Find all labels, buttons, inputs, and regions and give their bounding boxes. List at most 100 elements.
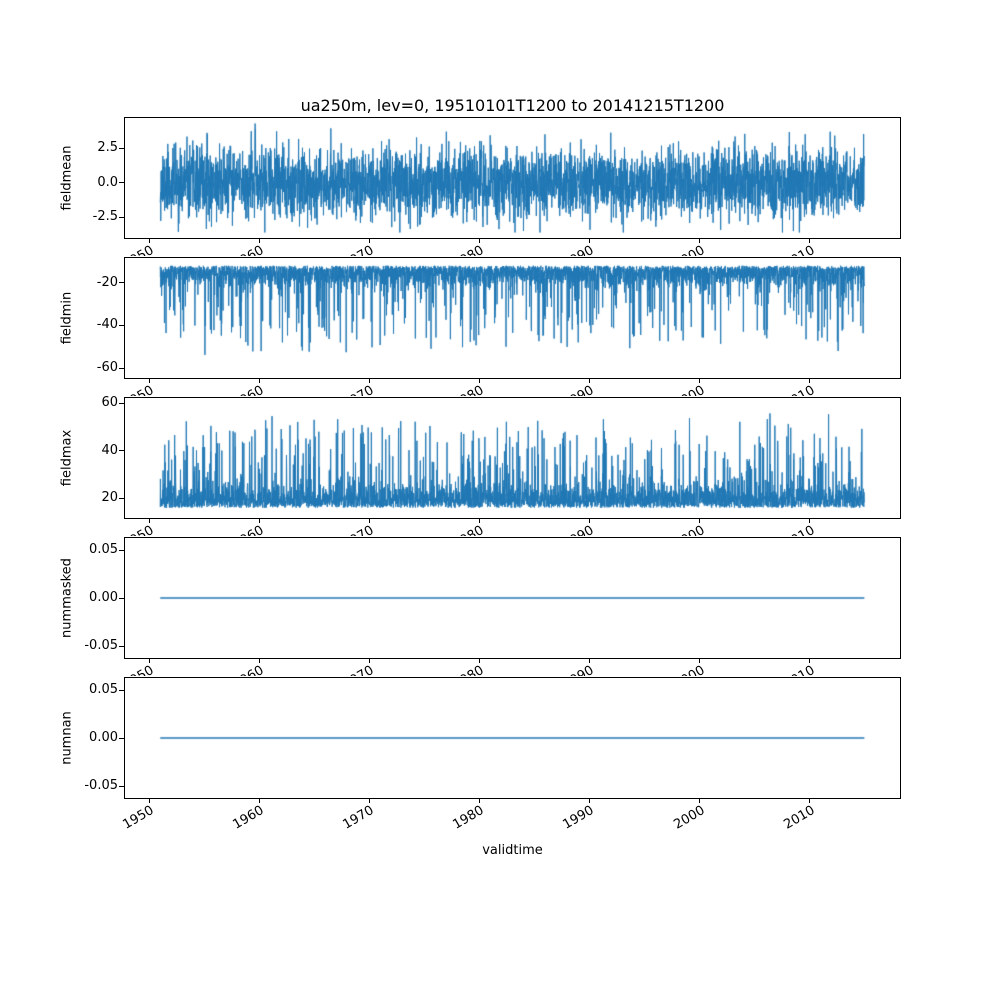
x-tick-label: 1950 [121, 663, 157, 676]
x-tick-labels-fieldmax: 1950 1960 1970 1980 1990 2000 2010 [0, 520, 1000, 536]
subplot-fieldmin: fieldmin -20 -40 -60 [60, 257, 901, 383]
x-tick-mark [258, 518, 260, 523]
y-tick-mark [119, 182, 124, 184]
x-tick-label: 2010 [781, 383, 817, 396]
x-tick-label: 1960 [230, 803, 267, 833]
y-tick-label: 20 [101, 490, 118, 506]
x-tick-mark [148, 238, 150, 243]
x-tick-mark [589, 798, 591, 803]
y-tick-label: -2.5 [92, 209, 118, 225]
x-tick-label: 2000 [671, 523, 707, 536]
x-tick-labels-numnan: 1950 1960 1970 1980 1990 2000 2010 [0, 800, 1000, 842]
x-tick-label: 1970 [341, 663, 377, 676]
x-axis-label: validtime [482, 843, 543, 858]
x-tick-mark [809, 658, 811, 663]
subplot-numnan: numnan 0.05 0.00 -0.05 [60, 677, 901, 803]
x-tick-mark [258, 798, 260, 803]
x-tick-label: 2000 [670, 803, 708, 833]
x-tick-mark [148, 378, 150, 383]
x-tick-mark [699, 518, 701, 523]
y-tick-label: 60 [101, 395, 118, 411]
fieldmax-y-axis-label: fieldmax [59, 429, 75, 487]
subplot-nummasked: nummasked 0.05 0.00 -0.05 [60, 537, 901, 663]
x-tick-labels-nummasked: 1950 1960 1970 1980 1990 2000 2010 [0, 660, 1000, 676]
y-tick-label: 40 [101, 442, 118, 458]
x-tick-mark [589, 378, 591, 383]
y-tick-label: 0.00 [89, 730, 118, 745]
x-tick-label: 1970 [340, 803, 377, 833]
x-tick-mark [368, 798, 370, 803]
y-tick-mark [119, 549, 124, 551]
x-tick-mark [809, 238, 811, 243]
y-tick-mark [119, 737, 124, 739]
fieldmin-y-axis-label: fieldmin [59, 291, 75, 345]
y-tick-label: 0.0 [97, 174, 118, 190]
y-tick-mark [119, 450, 124, 452]
y-tick-mark [119, 645, 124, 647]
chart-title: ua250m, lev=0, 19510101T1200 to 20141215… [300, 96, 725, 115]
x-tick-label: 2000 [671, 243, 707, 256]
x-tick-mark [368, 378, 370, 383]
y-tick-label: -0.05 [84, 778, 118, 793]
y-tick-mark [119, 497, 124, 499]
y-tick-mark [119, 785, 124, 787]
x-tick-mark [589, 238, 591, 243]
y-tick-mark [119, 367, 124, 369]
x-tick-label: 2010 [781, 803, 818, 833]
x-tick-label: 1950 [121, 523, 157, 536]
x-tick-label: 1960 [231, 523, 267, 536]
y-tick-label: 2.5 [97, 140, 118, 156]
y-tick-mark [119, 324, 124, 326]
x-tick-mark [368, 238, 370, 243]
x-tick-mark [699, 378, 701, 383]
x-tick-label: 1960 [231, 243, 267, 256]
x-tick-mark [478, 238, 480, 243]
fieldmin-series-line [125, 258, 900, 378]
x-tick-label: 1990 [560, 803, 598, 833]
x-tick-label: 2010 [781, 523, 817, 536]
y-tick-label: 0.00 [89, 590, 118, 605]
x-tick-label: 2010 [781, 243, 817, 256]
numnan-y-axis-label: numnan [59, 711, 75, 765]
x-tick-mark [809, 798, 811, 803]
x-tick-label: 1950 [120, 803, 157, 833]
x-tick-label: 1980 [451, 243, 487, 256]
y-tick-mark [119, 402, 124, 404]
x-tick-mark [368, 658, 370, 663]
x-tick-label: 1950 [121, 383, 157, 396]
x-tick-mark [148, 518, 150, 523]
x-tick-mark [809, 518, 811, 523]
x-tick-label: 1990 [561, 243, 597, 256]
y-tick-mark [119, 689, 124, 691]
x-tick-mark [258, 658, 260, 663]
x-tick-label: 1980 [451, 523, 487, 536]
fieldmax-series-line [125, 398, 900, 518]
fieldmean-series-line [125, 118, 900, 238]
x-tick-label: 1970 [341, 243, 377, 256]
subplot-fieldmean: fieldmean 2.5 0.0 -2.5 [60, 117, 901, 243]
x-tick-mark [148, 798, 150, 803]
x-tick-mark [478, 518, 480, 523]
y-tick-label: 0.05 [89, 682, 118, 697]
y-tick-mark [119, 597, 124, 599]
x-tick-mark [258, 238, 260, 243]
nummasked-y-axis-label: nummasked [59, 558, 75, 638]
y-tick-label: -60 [96, 360, 118, 376]
x-tick-label: 2010 [781, 663, 817, 676]
x-tick-mark [699, 238, 701, 243]
x-tick-mark [148, 658, 150, 663]
nummasked-series-line [125, 538, 900, 658]
x-tick-mark [368, 518, 370, 523]
numnan-series-line [125, 678, 900, 798]
x-tick-mark [589, 518, 591, 523]
x-tick-labels-fieldmean: 1950 1960 1970 1980 1990 2000 2010 [0, 240, 1000, 256]
x-tick-mark [478, 658, 480, 663]
y-tick-mark [119, 282, 124, 284]
x-tick-label: 1970 [341, 523, 377, 536]
x-tick-label: 1990 [561, 383, 597, 396]
y-tick-label: -0.05 [84, 638, 118, 653]
x-tick-mark [478, 798, 480, 803]
y-tick-label: 0.05 [89, 542, 118, 557]
x-tick-label: 1980 [450, 803, 487, 833]
x-tick-mark [258, 378, 260, 383]
